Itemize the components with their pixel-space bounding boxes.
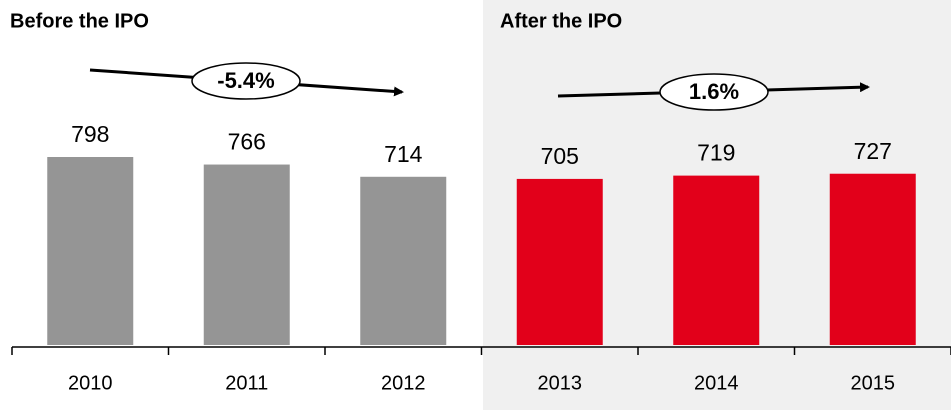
x-tick-label: 2010 [68, 372, 113, 394]
bar [360, 176, 447, 345]
bar [47, 157, 134, 345]
change-ellipse [191, 62, 301, 100]
change-label: -5.4% [217, 68, 274, 93]
bar [829, 173, 916, 345]
change-ellipse [659, 73, 769, 111]
change-label: 1.6% [689, 79, 739, 104]
x-tick-label: 2015 [851, 372, 896, 394]
x-tick-label: 2014 [694, 372, 739, 394]
group-title: After the IPO [500, 10, 622, 32]
x-tick-label: 2012 [381, 372, 426, 394]
bar [516, 178, 603, 345]
x-tick-label: 2013 [538, 372, 583, 394]
value-label: 798 [71, 121, 109, 147]
bar [203, 164, 290, 345]
value-label: 705 [541, 143, 579, 169]
x-tick-label: 2011 [225, 372, 268, 394]
value-label: 714 [384, 141, 423, 167]
bar [673, 175, 760, 345]
group-title: Before the IPO [10, 10, 149, 32]
value-label: 719 [697, 140, 735, 166]
value-label: 727 [854, 138, 892, 164]
value-label: 766 [228, 129, 266, 155]
